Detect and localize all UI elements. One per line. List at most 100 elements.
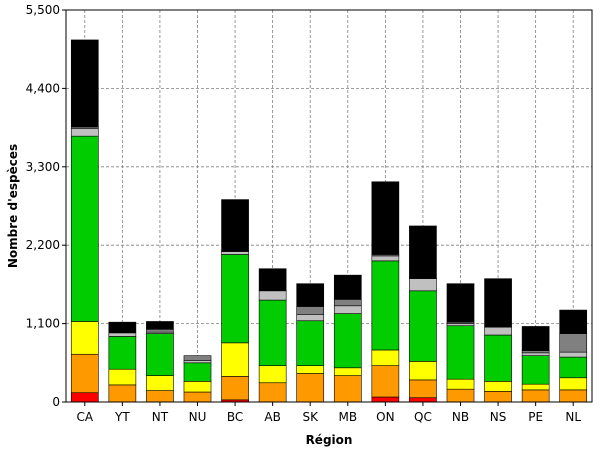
bar-segment xyxy=(559,351,588,358)
y-tick-label: 5,500 xyxy=(26,3,60,17)
bar-segment xyxy=(484,334,512,382)
bar-segment xyxy=(108,336,137,370)
bar-segment xyxy=(559,309,588,334)
plot-area xyxy=(66,10,592,402)
bar-segment xyxy=(146,321,174,330)
bar-segment xyxy=(258,365,287,384)
bar-segment xyxy=(521,383,550,391)
x-tick-label: AB xyxy=(264,410,280,424)
bar-segment xyxy=(559,377,588,391)
axis-layer: 0 1,100 2,200 3,300 4,400 5,500 CA YT NT NU BC AB SK… xyxy=(26,3,593,424)
bar-segment xyxy=(296,306,325,315)
bar-segment xyxy=(371,255,400,262)
bar-segment xyxy=(484,278,512,328)
bar-segment xyxy=(108,368,137,386)
bar-segment xyxy=(183,381,212,393)
bar-segment xyxy=(409,361,437,381)
x-tick-label: NT xyxy=(152,410,169,424)
bar-segment xyxy=(521,352,550,356)
y-tick-label: 4,400 xyxy=(26,81,60,95)
x-tick-label: NS xyxy=(490,410,507,424)
bar-segment xyxy=(409,290,437,362)
bar-segment xyxy=(333,313,362,369)
x-tick-label: YT xyxy=(114,410,130,424)
bar-segment xyxy=(108,384,137,403)
plot-frame xyxy=(65,9,593,403)
y-tick-label: 2,200 xyxy=(26,238,60,252)
bar-segment xyxy=(446,325,475,380)
bar-segment xyxy=(258,299,287,366)
y-tick-label: 0 xyxy=(52,395,60,409)
bar-segment xyxy=(409,397,437,403)
bar-segment xyxy=(258,290,287,301)
x-tick-label: NL xyxy=(565,410,581,424)
bar-segment xyxy=(221,376,249,401)
bar-segment xyxy=(296,320,325,366)
bar-segment xyxy=(183,391,212,403)
bar-segment xyxy=(484,381,512,392)
bar-segment xyxy=(183,360,212,364)
x-tick-label: NB xyxy=(452,410,469,424)
bar-segment xyxy=(371,365,400,398)
bar-segment xyxy=(258,268,287,292)
bar-segment xyxy=(296,373,325,403)
bar-segment xyxy=(183,355,212,361)
bar-segment xyxy=(446,388,475,403)
bar-segment xyxy=(333,367,362,376)
bar-segment xyxy=(559,356,588,379)
bar-segment xyxy=(108,332,137,337)
bar-segment xyxy=(409,278,437,292)
y-tick-label: 1,100 xyxy=(26,317,60,331)
bar-segment xyxy=(258,382,287,403)
x-axis-title: Région xyxy=(306,433,353,447)
bar-segment xyxy=(333,274,362,300)
bar-segment xyxy=(521,355,550,385)
x-tick-label: NU xyxy=(189,410,207,424)
bar-segment xyxy=(221,251,249,255)
x-tick-label: ON xyxy=(376,410,394,424)
bar-segment xyxy=(296,283,325,307)
bar-segment xyxy=(221,199,249,252)
bar-segment xyxy=(333,299,362,307)
x-tick-label: SK xyxy=(302,410,319,424)
x-tick-label: PE xyxy=(528,410,543,424)
bar-segment xyxy=(409,379,437,399)
bar-segment xyxy=(559,333,588,353)
bar-segment xyxy=(70,353,99,394)
bar-segment xyxy=(221,342,249,377)
bar-segment xyxy=(146,375,174,391)
bar-segment xyxy=(371,260,400,351)
bar-segment xyxy=(484,391,512,403)
bar-segment xyxy=(333,375,362,403)
bar-segment xyxy=(521,389,550,403)
x-tick-label: MB xyxy=(338,410,357,424)
bar-segment xyxy=(446,323,475,327)
x-tick-label: QC xyxy=(414,410,432,424)
bar-segment xyxy=(183,362,212,382)
bar-segment xyxy=(296,314,325,322)
bar-segment xyxy=(70,392,99,403)
bar-segment xyxy=(333,305,362,314)
bar-segment xyxy=(146,329,174,333)
bar-segment xyxy=(371,349,400,366)
bar-segment xyxy=(446,283,475,323)
bar-segment xyxy=(446,378,475,390)
bar-segment xyxy=(371,396,400,403)
bar-segment xyxy=(409,225,437,279)
bar-segment xyxy=(108,321,137,334)
bar-segment xyxy=(371,181,400,255)
y-tick-label: 3,300 xyxy=(26,160,60,174)
bar-segment xyxy=(484,326,512,336)
bar-segment xyxy=(296,365,325,374)
bar-segment xyxy=(70,135,99,322)
bar-segment xyxy=(221,254,249,344)
x-tick-label: CA xyxy=(76,410,93,424)
bar-segment xyxy=(146,390,174,403)
bar-segment xyxy=(70,321,99,355)
bar-segment xyxy=(70,39,99,128)
bar-segment xyxy=(146,333,174,376)
bar-segment xyxy=(521,326,550,351)
bar-segment xyxy=(559,389,588,403)
